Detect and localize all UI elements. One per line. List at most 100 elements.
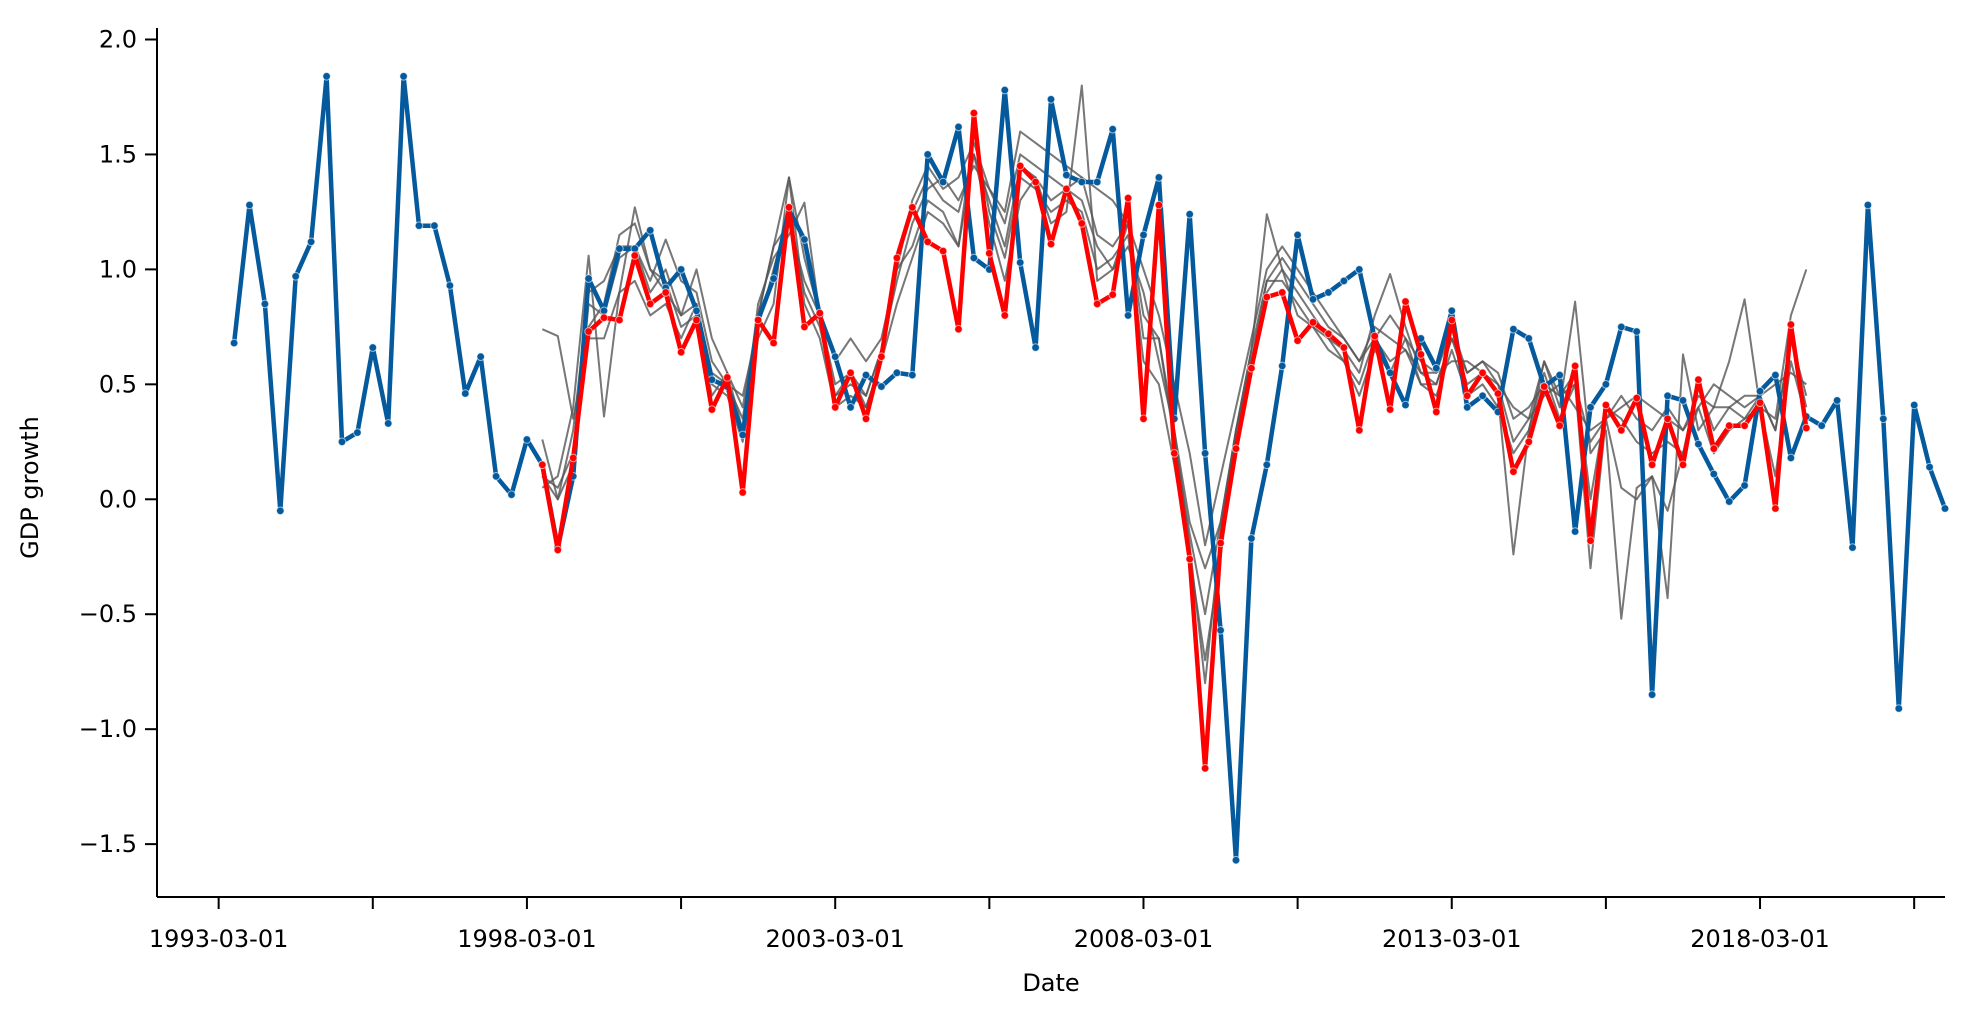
ticks-layer: 2.0 1.5 1.0 0.5 0.0 −0.5 −1.0 −1.5 1993-03-01 199… bbox=[79, 25, 1916, 953]
actual-data-point bbox=[1617, 322, 1626, 332]
actual-data-point bbox=[1632, 327, 1641, 336]
actual-data-point bbox=[954, 122, 963, 132]
forecast_mean-data-point bbox=[1015, 161, 1025, 171]
actual-data-point bbox=[1647, 690, 1657, 700]
actual-data-point bbox=[322, 72, 331, 81]
forecast_mean-data-point bbox=[861, 414, 871, 424]
actual-data-point bbox=[1216, 626, 1225, 635]
forecast_mean-data-point bbox=[1509, 467, 1518, 477]
forecast_mean-data-point bbox=[1724, 421, 1734, 431]
x-tick-label: 2013-03-01 bbox=[1382, 925, 1521, 953]
actual-data-point bbox=[969, 253, 979, 263]
forecast_mean-data-point bbox=[1247, 363, 1256, 373]
forecast_mean-data-point bbox=[1709, 444, 1719, 454]
actual-data-point bbox=[414, 221, 424, 230]
forecast_mean-data-point bbox=[1308, 318, 1318, 327]
x-tick-label: 1998-03-01 bbox=[457, 925, 596, 953]
actual-data-point bbox=[368, 343, 378, 352]
x-tick-label: 2008-03-01 bbox=[1074, 925, 1213, 953]
forecast_mean-data-point bbox=[1478, 368, 1487, 378]
forecast_mean-data-point bbox=[923, 237, 933, 247]
forecast_mean-data-point bbox=[723, 373, 732, 382]
actual-data-point bbox=[1586, 403, 1595, 412]
actual-data-point bbox=[615, 244, 624, 253]
actual-data-point bbox=[291, 272, 301, 281]
actual-data-point bbox=[676, 265, 686, 274]
forecast_mean-data-point bbox=[692, 315, 701, 325]
actual-data-point bbox=[769, 274, 778, 283]
actual-data-point bbox=[1031, 343, 1040, 352]
actual-data-point bbox=[1277, 361, 1287, 371]
forecast_mean-data-point bbox=[707, 405, 717, 414]
actual-data-point bbox=[1601, 380, 1611, 389]
actual-data-point bbox=[1046, 95, 1056, 104]
actual-data-point bbox=[522, 435, 532, 444]
actual-data-point bbox=[1262, 460, 1272, 470]
y-tick-label: −1.5 bbox=[79, 830, 137, 858]
actual-data-point bbox=[1355, 265, 1364, 274]
x-tick-label: 2003-03-01 bbox=[765, 925, 904, 953]
forecast_mean-data-point bbox=[1324, 329, 1333, 339]
actual-data-point bbox=[908, 370, 917, 380]
forecast_mean-data-point bbox=[1555, 421, 1564, 431]
forecast_mean-data-point bbox=[784, 203, 794, 212]
forecast_mean-data-point bbox=[1401, 297, 1410, 306]
forecast_mean-data-point bbox=[1339, 343, 1349, 352]
actual-data-point bbox=[1077, 177, 1087, 187]
actual-data-point bbox=[1832, 396, 1842, 405]
forecast_mean-data-point bbox=[1355, 426, 1364, 435]
actual-data-point bbox=[1909, 400, 1919, 410]
actual-data-point bbox=[1570, 527, 1580, 536]
forecast_mean-data-point bbox=[1432, 407, 1441, 417]
forecast_mean-data-point bbox=[1200, 764, 1210, 773]
actual-data-point bbox=[1894, 704, 1904, 713]
y-tick-label: 2.0 bbox=[99, 25, 137, 53]
actual-data-point bbox=[645, 226, 655, 235]
actual-data-point bbox=[1247, 534, 1256, 543]
forecast_mean-data-point bbox=[1385, 405, 1395, 414]
forecast_mean-data-point bbox=[1524, 437, 1534, 447]
forecast_mean-data-point bbox=[661, 288, 671, 297]
forecast_mean-data-point bbox=[954, 324, 963, 334]
actual-data-point bbox=[1000, 85, 1010, 95]
forecast_mean-data-point bbox=[1000, 311, 1010, 320]
actual-data-point bbox=[1786, 453, 1796, 463]
forecast_mean-data-point bbox=[1740, 421, 1749, 431]
y-tick-label: −1.0 bbox=[79, 715, 137, 743]
actual-data-point bbox=[1925, 462, 1934, 472]
forecast_mean-data-point bbox=[1647, 460, 1657, 470]
actual-data-point bbox=[1200, 449, 1210, 458]
actual-data-point bbox=[1339, 276, 1349, 286]
forecast_mean-data-point bbox=[815, 308, 825, 318]
actual-data-point bbox=[1092, 177, 1102, 187]
x-tick-label: 2018-03-01 bbox=[1690, 925, 1829, 953]
actual-data-point bbox=[830, 352, 840, 362]
actual-data-point bbox=[692, 306, 701, 316]
forecast_mean-data-point bbox=[1694, 375, 1703, 385]
actual-data-point bbox=[1724, 497, 1734, 506]
actual-data-point bbox=[1879, 414, 1888, 424]
y-tick-label: −0.5 bbox=[79, 600, 137, 628]
forecast_mean-data-point bbox=[753, 315, 763, 325]
actual-data-point bbox=[245, 200, 254, 210]
forecast_mean-data-point bbox=[1447, 315, 1457, 325]
actual-data-point bbox=[846, 403, 855, 412]
forecast_mean-data-point bbox=[615, 315, 624, 325]
forecast_mean-data-point bbox=[877, 352, 886, 362]
forecast_mean-data-point bbox=[1108, 290, 1117, 300]
actual-data-point bbox=[1755, 386, 1765, 396]
forecast-path-line-2 bbox=[541, 153, 1808, 570]
actual-data-point bbox=[584, 274, 593, 283]
forecast_mean-data-point bbox=[645, 299, 655, 309]
actual-data-point bbox=[1771, 370, 1780, 380]
forecast_mean-data-point bbox=[892, 253, 902, 263]
actual-data-point bbox=[1447, 306, 1457, 316]
forecast_mean-data-point bbox=[800, 322, 809, 332]
actual-data-point bbox=[892, 368, 902, 378]
actual-data-point bbox=[1524, 334, 1534, 343]
actual-data-point bbox=[1940, 504, 1950, 513]
forecast_mean-data-point bbox=[1123, 193, 1133, 203]
axes-layer bbox=[156, 28, 1945, 898]
